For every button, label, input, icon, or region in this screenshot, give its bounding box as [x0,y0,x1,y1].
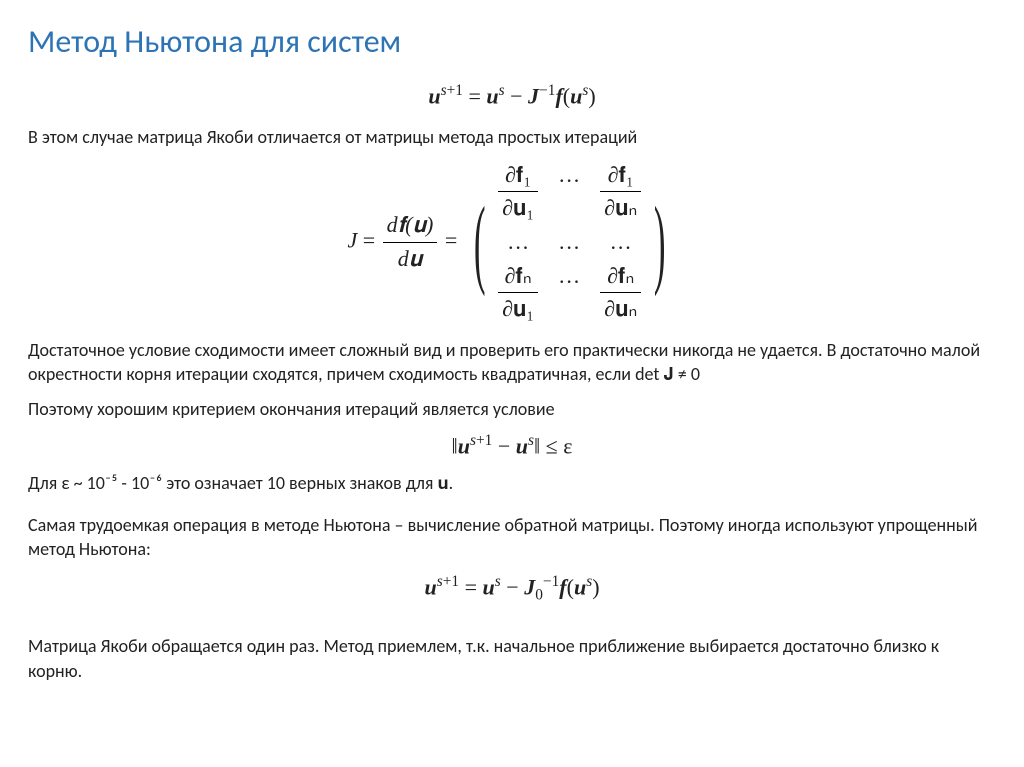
para-epsilon: Для ε ~ 10⁻⁵ - 10⁻⁶ это означает 10 верн… [28,471,996,495]
equation-stop: ‖us+1 − us‖ ≤ ε [28,431,996,461]
jacobian-num: d𝐟(𝐮) [383,210,438,243]
jacobian-eq1: = [363,227,381,252]
m11n: ∂𝐟₁ [498,160,538,193]
m12: … [558,160,580,223]
para-convergence: Достаточное условие сходимости имеет сло… [28,338,996,387]
jacobian-eq2: = [445,227,463,252]
jacobian-lhs: J [347,227,357,252]
paren-right: ) [654,202,666,282]
m23: … [598,227,643,257]
m11d: ∂𝐮₁ [498,192,538,223]
m33n: ∂𝐟ₙ [600,261,641,294]
m22: … [558,227,580,257]
m31n: ∂𝐟ₙ [498,261,538,294]
m13d: ∂𝐮ₙ [600,192,641,223]
equation-simplified: us+1 = us − J0−1f(us) [28,572,996,607]
page-title: Метод Ньютона для систем [28,20,996,63]
m32: … [558,261,580,324]
m13n: ∂𝐟₁ [600,160,641,193]
m33d: ∂𝐮ₙ [600,293,641,324]
para-jacobi-diff: В этом случае матрица Якоби отличается о… [28,125,996,149]
m31d: ∂𝐮₁ [498,293,538,324]
jacobian-den: d𝐮 [383,243,438,274]
para-criterion: Поэтому хорошим критерием окончания итер… [28,397,996,421]
jacobian-matrix: ∂𝐟₁∂𝐮₁ … ∂𝐟₁∂𝐮ₙ … … … ∂𝐟ₙ∂𝐮₁ … ∂𝐟ₙ∂𝐮ₙ [496,160,643,324]
m21: … [496,227,540,257]
equation-iteration: us+1 = us − J−1f(us) [28,81,996,111]
paren-left: ( [474,202,486,282]
equation-jacobian: J = d𝐟(𝐮) d𝐮 = ( ∂𝐟₁∂𝐮₁ … ∂𝐟₁∂𝐮ₙ … … … ∂… [28,160,996,324]
para-once: Матрица Якоби обращается один раз. Метод… [28,634,996,683]
para-simplified: Самая трудоемкая операция в методе Ньюто… [28,513,996,562]
